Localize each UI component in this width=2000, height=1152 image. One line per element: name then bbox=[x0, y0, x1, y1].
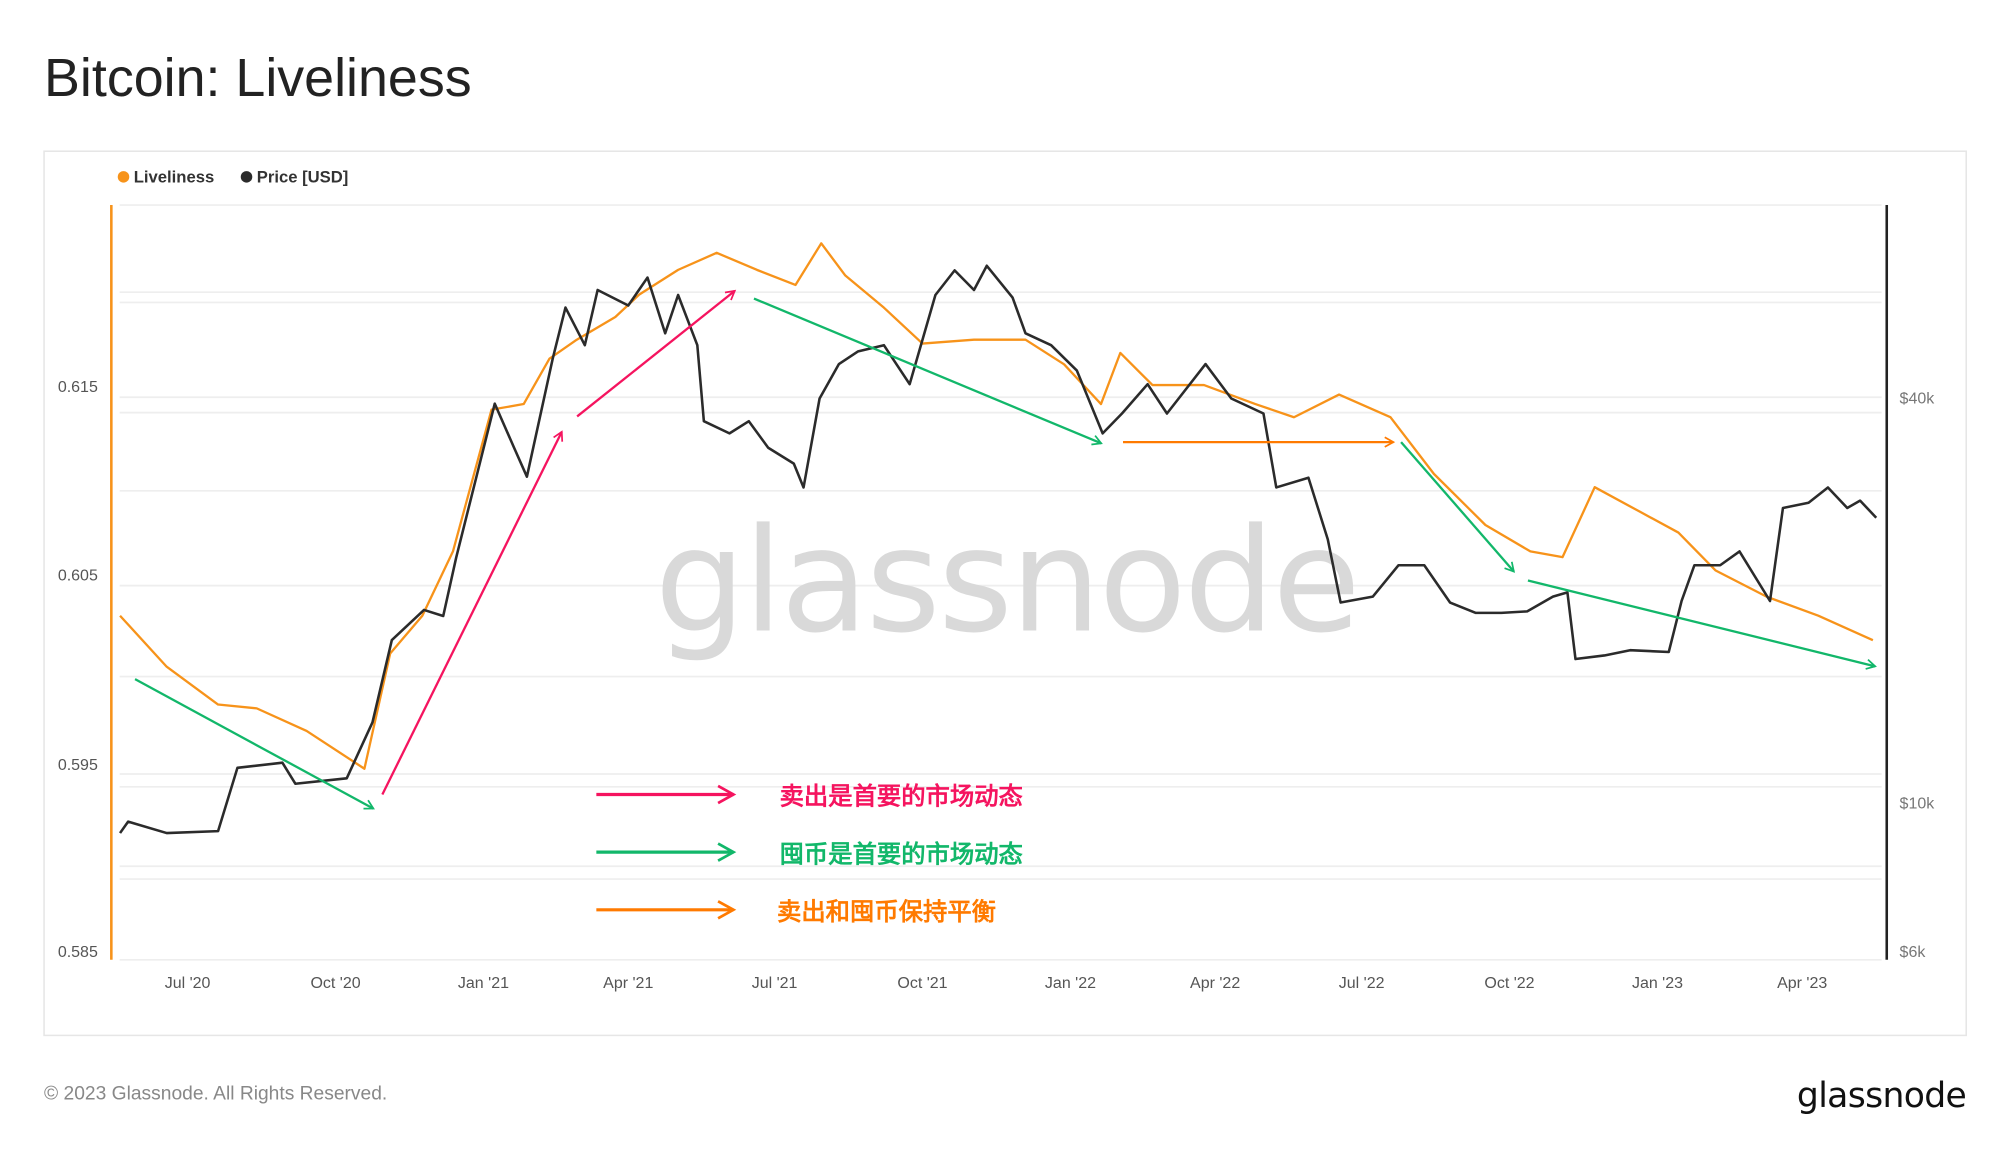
x-tick-label: Jan '21 bbox=[458, 975, 509, 992]
x-tick-label: Jan '22 bbox=[1045, 975, 1096, 992]
legend-price-dot bbox=[240, 171, 253, 183]
legend: Liveliness Price [USD] bbox=[117, 168, 349, 187]
x-ticks: Jul '20 Oct '20 Jan '21 Apr '21 Jul '21 Oct '… bbox=[165, 975, 1828, 992]
y-left-ticks: 0.585 0.595 0.605 0.615 bbox=[58, 379, 98, 961]
sell-arrow bbox=[576, 289, 737, 418]
x-tick-label: Apr '22 bbox=[1190, 975, 1240, 992]
legend-liveliness[interactable]: Liveliness bbox=[134, 168, 214, 187]
x-tick-label: Jul '22 bbox=[1339, 975, 1385, 992]
hodl-arrow bbox=[1527, 579, 1877, 670]
x-tick-label: Jan '23 bbox=[1632, 975, 1683, 992]
sell-legend-label: 卖出是首要的市场动态 bbox=[780, 782, 1024, 811]
x-tick-label: Oct '20 bbox=[310, 975, 360, 992]
y-right-tick-label: $10k bbox=[1900, 796, 1936, 813]
y-tick-label: 0.585 bbox=[58, 944, 98, 961]
x-tick-label: Jul '21 bbox=[752, 975, 798, 992]
x-tick-label: Apr '21 bbox=[603, 975, 653, 992]
glassnode-logo[interactable]: glassnode bbox=[1797, 1076, 1967, 1116]
x-tick-label: Apr '23 bbox=[1777, 975, 1827, 992]
series-layer bbox=[119, 242, 1878, 835]
x-tick-label: Oct '22 bbox=[1484, 975, 1534, 992]
balance-legend-label: 卖出和囤币保持平衡 bbox=[777, 897, 996, 926]
y-tick-label: 0.615 bbox=[58, 379, 98, 396]
legend-price[interactable]: Price [USD] bbox=[257, 168, 349, 187]
hodl-legend-label: 囤币是首要的市场动态 bbox=[780, 839, 1024, 868]
trend-arrows bbox=[134, 289, 1877, 810]
y-tick-label: 0.605 bbox=[58, 567, 98, 584]
annotation-legend: 卖出是首要的市场动态 囤币是首要的市场动态 卖出和囤币保持平衡 bbox=[596, 782, 1024, 926]
hodl-arrow bbox=[753, 297, 1103, 446]
y-tick-label: 0.595 bbox=[58, 757, 98, 774]
x-tick-label: Oct '21 bbox=[897, 975, 947, 992]
price-line bbox=[119, 264, 1878, 835]
hodl-arrow bbox=[1400, 441, 1516, 573]
y-right-tick-label: $6k bbox=[1900, 944, 1927, 961]
copyright-text: © 2023 Glassnode. All Rights Reserved. bbox=[44, 1083, 387, 1104]
gridlines bbox=[119, 204, 1882, 961]
watermark-logo: glassnode bbox=[655, 497, 1358, 664]
legend-liveliness-dot bbox=[117, 171, 130, 183]
page-title: Bitcoin: Liveliness bbox=[44, 48, 472, 108]
y-right-ticks: $6k $10k $40k bbox=[1900, 391, 1936, 962]
x-tick-label: Jul '20 bbox=[165, 975, 211, 992]
sell-arrow bbox=[381, 430, 564, 795]
chart-panel bbox=[43, 150, 1967, 1037]
hodl-arrow bbox=[134, 678, 375, 810]
y-right-tick-label: $40k bbox=[1900, 391, 1936, 408]
